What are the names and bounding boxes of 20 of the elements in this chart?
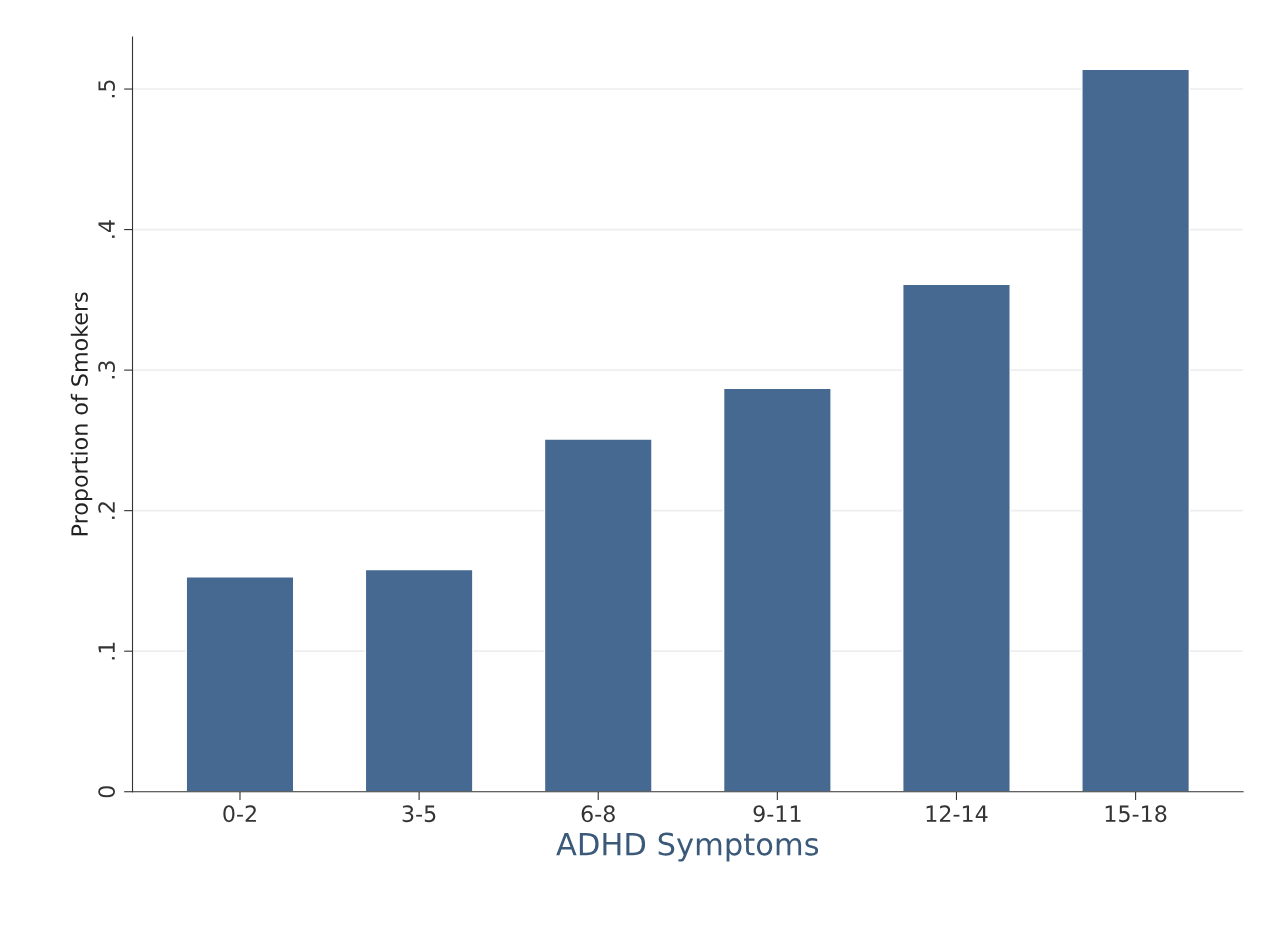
x-tick-label: 3-5	[402, 805, 436, 823]
x-tick-label: 12-14	[926, 805, 988, 822]
y-tick-label: .2	[98, 502, 115, 519]
y-tick-label: .4	[98, 220, 115, 238]
bar	[185, 576, 295, 792]
bar	[722, 387, 832, 792]
x-tick-label: 6-8	[581, 805, 615, 823]
y-tick-label: .1	[98, 642, 115, 660]
x-tick-label: 0-2	[223, 805, 256, 823]
x-axis-title: ADHD Symptoms	[556, 832, 819, 862]
y-tick-label: .5	[98, 80, 116, 98]
y-tick-label: .3	[98, 361, 116, 379]
bar	[543, 438, 653, 792]
y-tick-label: 0	[98, 786, 116, 798]
bar	[364, 568, 474, 792]
x-tick-label: 9-11	[753, 805, 801, 823]
x-tick-label: 15-18	[1105, 805, 1167, 823]
bar	[1081, 68, 1191, 792]
y-axis-title: Proportion of Smokers	[70, 292, 93, 536]
bar	[902, 283, 1011, 792]
